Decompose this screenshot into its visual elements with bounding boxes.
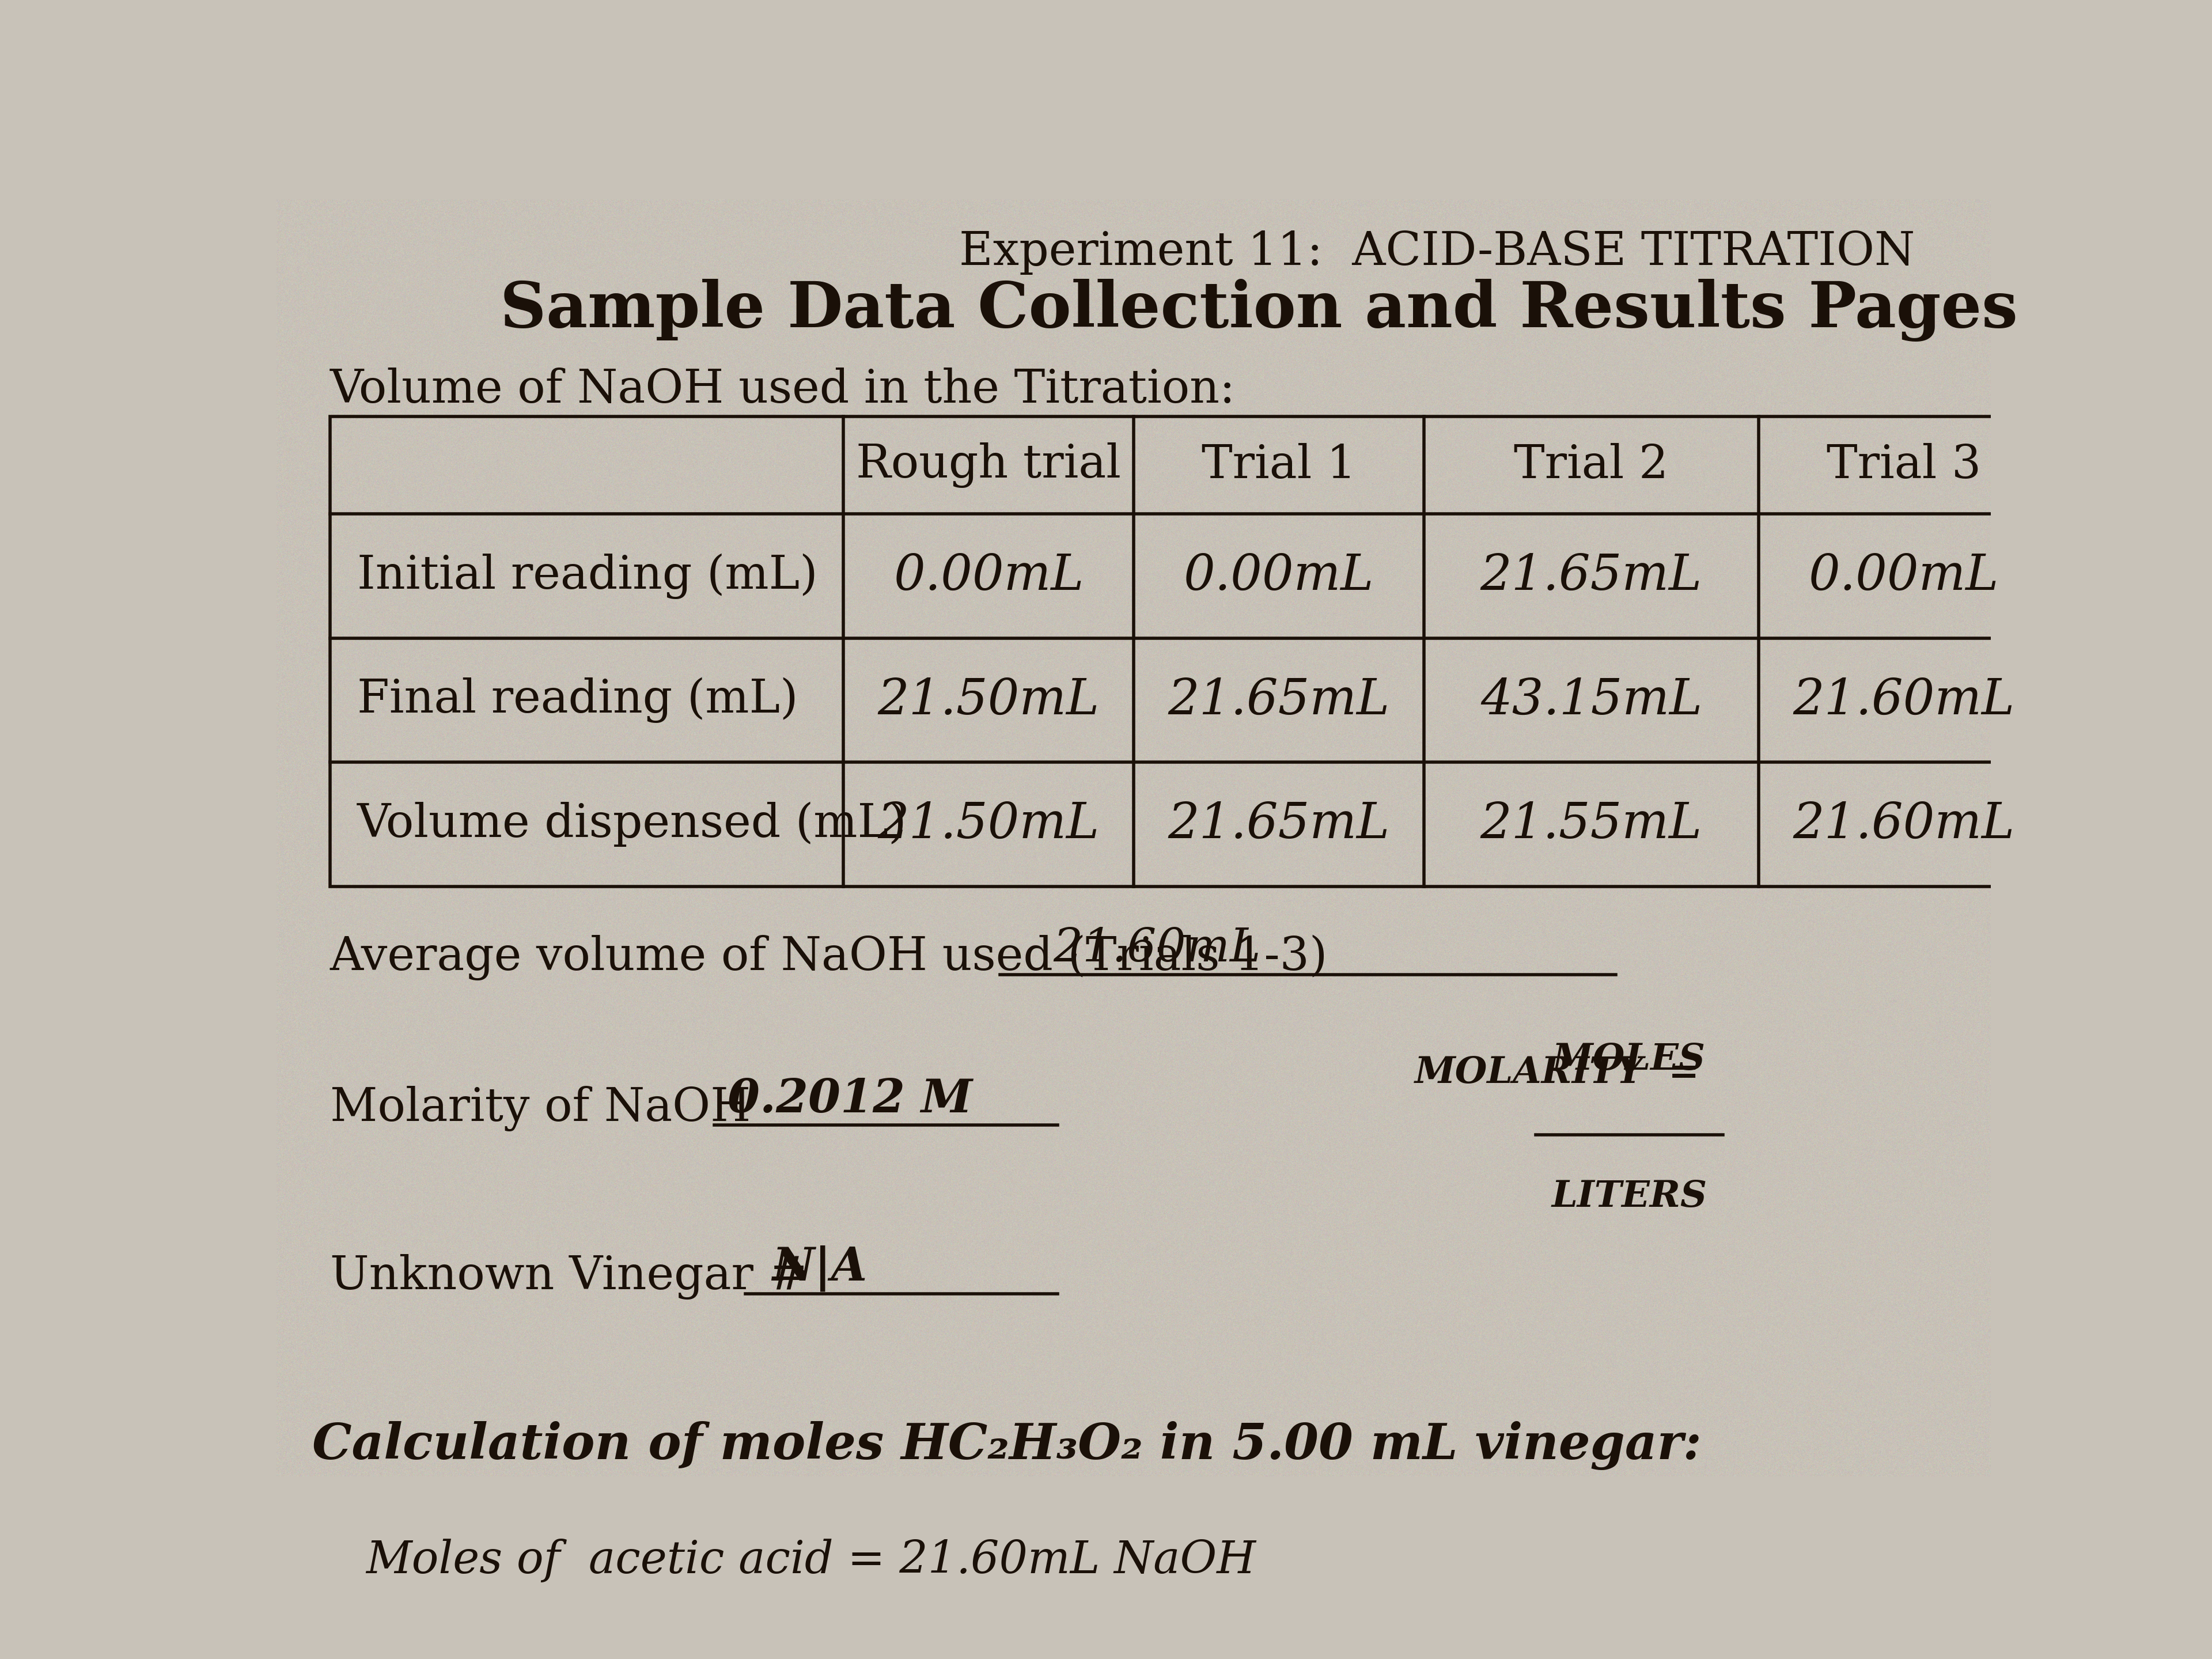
- Bar: [330, 416, 2048, 886]
- Text: 0.00mL: 0.00mL: [1183, 552, 1374, 601]
- Text: Average volume of NaOH used (Trials 1-3): Average volume of NaOH used (Trials 1-3): [330, 934, 1327, 980]
- Text: Rough trial: Rough trial: [856, 443, 1121, 488]
- Text: Initial reading (mL): Initial reading (mL): [356, 552, 818, 599]
- Text: 0.00mL: 0.00mL: [1809, 552, 2000, 601]
- Text: Unknown Vinegar #: Unknown Vinegar #: [330, 1254, 807, 1299]
- Text: N|A: N|A: [772, 1244, 867, 1291]
- Text: Volume of NaOH used in the Titration:: Volume of NaOH used in the Titration:: [330, 367, 1237, 413]
- Text: Moles of  acetic acid = 21.60mL NaOH: Moles of acetic acid = 21.60mL NaOH: [365, 1540, 1256, 1583]
- Text: 21.60mL: 21.60mL: [1053, 926, 1261, 971]
- Text: Trial 2: Trial 2: [1513, 443, 1668, 488]
- Text: Sample Data Collection and Results Pages: Sample Data Collection and Results Pages: [500, 279, 2017, 342]
- Text: 0.2012 M: 0.2012 M: [728, 1077, 973, 1121]
- Text: Trial 1: Trial 1: [1201, 443, 1356, 488]
- Text: Trial 3: Trial 3: [1827, 443, 1982, 488]
- Text: 21.50mL: 21.50mL: [878, 801, 1099, 848]
- Text: Volume dispensed (mL): Volume dispensed (mL): [356, 801, 907, 848]
- Text: Calculation of moles HC₂H₃O₂ in 5.00 mL vinegar:: Calculation of moles HC₂H₃O₂ in 5.00 mL …: [312, 1422, 1701, 1470]
- Text: 0.00mL: 0.00mL: [894, 552, 1084, 601]
- Text: 21.65mL: 21.65mL: [1480, 552, 1703, 601]
- Text: 43.15mL: 43.15mL: [1480, 677, 1703, 723]
- Text: 21.65mL: 21.65mL: [1168, 801, 1389, 848]
- Text: LITERS: LITERS: [1551, 1180, 1708, 1214]
- Text: 21.55mL: 21.55mL: [1480, 801, 1703, 848]
- Text: Experiment 11:  ACID-BASE TITRATION: Experiment 11: ACID-BASE TITRATION: [960, 231, 1916, 275]
- Text: 21.60mL: 21.60mL: [1792, 801, 2015, 848]
- Text: MOLARITY  =: MOLARITY =: [1416, 1055, 1701, 1090]
- Text: 21.65mL: 21.65mL: [1168, 677, 1389, 723]
- Text: MOLES: MOLES: [1553, 1042, 1705, 1077]
- Text: Final reading (mL): Final reading (mL): [356, 677, 799, 723]
- Text: 21.60mL: 21.60mL: [1792, 677, 2015, 723]
- Text: 21.50mL: 21.50mL: [878, 677, 1099, 723]
- Text: Molarity of NaOH: Molarity of NaOH: [330, 1085, 750, 1131]
